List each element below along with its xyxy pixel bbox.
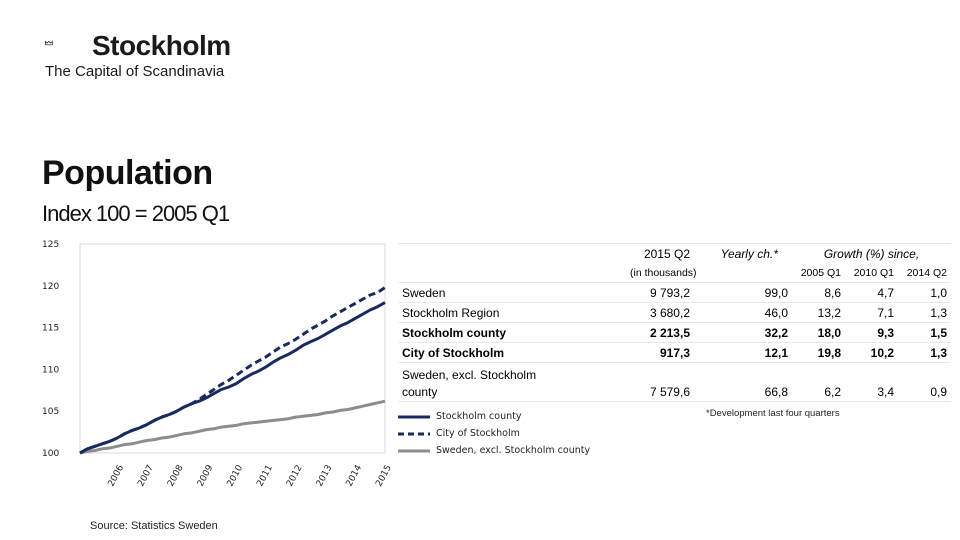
row-label: Sweden xyxy=(398,282,596,303)
table-footnote: *Development last four quarters xyxy=(706,408,840,419)
col-subheader-2014q2: 2014 Q2 xyxy=(906,266,947,279)
x-tick-label: 2007 xyxy=(136,463,156,488)
x-tick-label: 2006 xyxy=(107,463,127,488)
cell: 66,8 xyxy=(694,382,792,402)
cell: 18,0 xyxy=(792,322,845,343)
y-tick-label: 105 xyxy=(42,407,59,417)
table-row: Stockholm Region 3 680,2 46,0 13,2 7,1 1… xyxy=(398,302,951,323)
logo-wordmark: Stockholm xyxy=(92,30,231,61)
table-row: Sweden 9 793,2 99,0 8,6 4,7 1,0 xyxy=(398,282,951,303)
y-tick-label: 110 xyxy=(42,365,59,375)
y-tick-label: 120 xyxy=(42,282,59,292)
chart-legend: Stockholm county City of Stockholm Swede… xyxy=(398,408,590,459)
row-label: City of Stockholm xyxy=(398,342,596,363)
table-header-row: 2015 Q2 Yearly ch.* Growth (%) since, xyxy=(398,243,951,264)
cell: 6,2 xyxy=(792,382,845,402)
row-label-line1: Sweden, excl. Stockholm xyxy=(402,368,537,382)
row-label: Stockholm county xyxy=(398,322,596,343)
cell: 3 680,2 xyxy=(596,302,694,323)
y-tick-label: 100 xyxy=(42,449,59,459)
legend-item-stockholm-county: Stockholm county xyxy=(398,408,590,425)
source-note: Source: Statistics Sweden xyxy=(90,520,218,532)
cell: 1,0 xyxy=(898,282,951,303)
row-label-line2: county xyxy=(398,382,596,402)
col-subheader-2010q1: 2010 Q1 xyxy=(853,266,894,279)
x-tick-label: 2014 xyxy=(345,463,365,488)
series-line-city-of-stockholm xyxy=(79,286,386,455)
legend-label: Stockholm county xyxy=(436,411,522,422)
cell: 917,3 xyxy=(596,342,694,363)
population-table: 2015 Q2 Yearly ch.* Growth (%) since, (i… xyxy=(398,243,951,402)
cell: 0,9 xyxy=(898,382,951,402)
y-tick-label: 125 xyxy=(42,240,59,250)
x-tick-label: 2009 xyxy=(196,463,216,488)
table-row: City of Stockholm 917,3 12,1 19,8 10,2 1… xyxy=(398,342,951,363)
x-tick-label: 2015 xyxy=(374,463,394,488)
legend-item-city-of-stockholm: City of Stockholm xyxy=(398,425,590,442)
cell: 4,7 xyxy=(845,282,898,303)
table-row: county 7 579,6 66,8 6,2 3,4 0,9 xyxy=(398,382,951,402)
cell: 9,3 xyxy=(845,322,898,343)
col-header-growth: Growth (%) since, xyxy=(823,246,920,261)
stockholm-crown-logo-icon xyxy=(45,40,53,46)
cell: 32,2 xyxy=(694,322,792,343)
col-header-2015q2: 2015 Q2 xyxy=(643,246,690,261)
col-subheader-2005q1: 2005 Q1 xyxy=(800,266,841,279)
cell: 8,6 xyxy=(792,282,845,303)
table-row: Stockholm county 2 213,5 32,2 18,0 9,3 1… xyxy=(398,322,951,343)
cell: 99,0 xyxy=(694,282,792,303)
x-tick-label: 2008 xyxy=(166,463,186,488)
cell: 46,0 xyxy=(694,302,792,323)
cell: 1,3 xyxy=(898,302,951,323)
y-tick-label: 115 xyxy=(42,324,59,334)
cell: 12,1 xyxy=(694,342,792,363)
cell: 13,2 xyxy=(792,302,845,323)
page-title: Population xyxy=(42,154,213,192)
col-header-yearly: Yearly ch.* xyxy=(720,246,778,261)
legend-label: Sweden, excl. Stockholm county xyxy=(436,445,591,456)
table-row: Sweden, excl. Stockholm xyxy=(398,363,951,382)
x-tick-label: 2012 xyxy=(285,463,305,488)
cell: 1,5 xyxy=(898,322,951,343)
cell: 7,1 xyxy=(845,302,898,323)
x-tick-label: 2013 xyxy=(315,463,335,488)
series-line-sweden-excl-stockholm-county xyxy=(79,399,386,455)
cell: 2 213,5 xyxy=(596,322,694,343)
cell: 7 579,6 xyxy=(596,382,694,402)
legend-label: City of Stockholm xyxy=(436,428,520,439)
table-subheader-row: (in thousands) 2005 Q1 2010 Q1 2014 Q2 xyxy=(398,263,951,283)
cell: 9 793,2 xyxy=(596,282,694,303)
cell: 3,4 xyxy=(845,382,898,402)
row-label: Stockholm Region xyxy=(398,302,596,323)
x-tick-label: 2011 xyxy=(255,463,275,488)
col-subheader-thousands: (in thousands) xyxy=(630,266,697,279)
page-subtitle: Index 100 = 2005 Q1 xyxy=(42,201,230,226)
legend-item-sweden-excl: Sweden, excl. Stockholm county xyxy=(398,442,590,459)
cell: 10,2 xyxy=(845,342,898,363)
cell: 19,8 xyxy=(792,342,845,363)
cell: 1,3 xyxy=(898,342,951,363)
x-tick-label: 2010 xyxy=(226,463,246,488)
logo-tagline: The Capital of Scandinavia xyxy=(45,63,225,80)
